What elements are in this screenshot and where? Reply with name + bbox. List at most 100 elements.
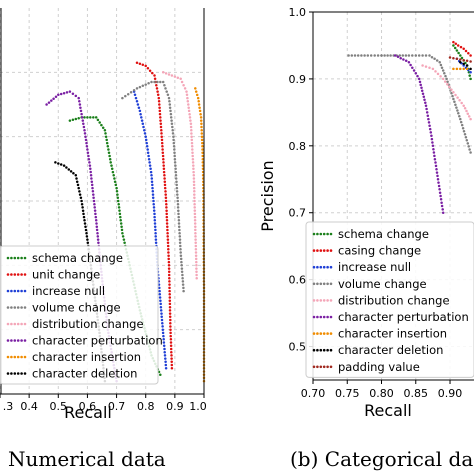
panel-a-series-3-point: [161, 80, 165, 84]
panel-a-series-5-point: [91, 190, 95, 193]
panel-a-series-0-point: [122, 238, 126, 241]
categorical-data-panel: 0.70 0.75 0.80 0.85 0.90 0.50.60.70.80.91.0 …: [258, 6, 474, 471]
panel-a-legend-marker: [16, 273, 20, 276]
panel-a-series-3-point: [178, 238, 182, 241]
panel-b-series-5-point: [425, 107, 428, 111]
panel-a-series-1-point: [167, 260, 171, 264]
panel-a-series-0-point: [115, 190, 119, 193]
panel-a-series-3-point: [182, 289, 185, 293]
panel-a-series-1-point: [169, 338, 173, 341]
panel-b-series-6-point: [452, 67, 455, 71]
panel-b-series-5-point: [428, 127, 432, 131]
panel-b-legend-marker: [319, 365, 323, 369]
panel-b-series-5-point: [429, 131, 433, 134]
panel-a-series-5-point: [92, 199, 96, 203]
panel-b-series-5-point: [441, 208, 444, 211]
panel-a-series-7-point: [74, 174, 78, 177]
panel-b-series-7-point: [459, 60, 462, 64]
panel-a-series-1-point: [167, 267, 171, 270]
panel-a-legend-entry: unit change: [32, 268, 100, 282]
panel-b-series-0-point: [452, 44, 455, 47]
panel-a-series-3-point: [179, 244, 182, 248]
panel-a-series-3-point: [180, 267, 184, 270]
panel-b-legend-marker: [316, 348, 319, 352]
panel-a-series-0-point: [119, 222, 123, 225]
panel-b-series-3-point: [455, 106, 458, 109]
panel-b-series-8-point: [455, 57, 459, 61]
panel-a-series-4-point: [170, 74, 174, 77]
panel-a-series-2-point: [153, 212, 156, 216]
panel-b-legend-marker: [326, 315, 329, 319]
panel-a-series-1-point: [161, 145, 164, 148]
panel-a-series-4-point: [192, 170, 195, 174]
panel-a-series-5-point: [85, 145, 89, 148]
panel-a-series-7-point: [54, 161, 57, 164]
panel-a-series-4-point: [182, 83, 185, 87]
panel-b-series-8-point: [465, 59, 469, 63]
panel-a-series-4-point: [192, 174, 196, 177]
panel-a-series-4-point: [190, 141, 194, 145]
panel-a-x-tick-label: 0.9: [166, 400, 184, 413]
panel-a-series-2-point: [154, 238, 158, 241]
panel-a-series-5-point: [71, 92, 75, 96]
panel-b-legend-marker: [312, 315, 316, 319]
panel-b-y-tick-label: 0.7: [289, 207, 307, 220]
panel-a-legend-marker: [6, 372, 10, 375]
panel-a-series-4-point: [180, 80, 184, 84]
panel-a-series-3-point: [181, 276, 184, 280]
panel-a-legend-marker: [10, 273, 13, 276]
panel-b-legend-marker: [329, 232, 333, 236]
panel-b-series-1-point: [454, 42, 458, 46]
panel-a-series-4-point: [190, 138, 194, 142]
panel-b-series-3-point: [430, 55, 434, 59]
panel-a-series-6-point: [198, 109, 202, 113]
panel-a-series-2-point: [143, 132, 147, 135]
panel-a-series-1-point: [158, 106, 161, 109]
panel-b-series-3-point: [459, 117, 462, 121]
panel-a-series-4-point: [193, 212, 197, 216]
panel-b-series-4-point: [434, 70, 437, 73]
panel-b-series-5-point: [430, 134, 433, 138]
panel-a-series-3-point: [138, 85, 142, 89]
panel-a-series-0-point: [120, 225, 123, 228]
panel-a-series-1-point: [166, 231, 169, 235]
panel-a-series-1-point: [169, 344, 173, 348]
panel-a-series-4-point: [191, 157, 195, 161]
panel-a-series-3-point: [172, 135, 175, 138]
panel-a-series-1-point: [155, 83, 158, 87]
panel-a-series-0-point: [121, 235, 125, 238]
panel-b-series-3-point: [441, 69, 445, 72]
panel-a-series-1-point: [165, 202, 168, 206]
panel-a-series-3-point: [163, 83, 166, 87]
panel-a-series-3-point: [177, 222, 181, 225]
panel-b-series-3-point: [465, 139, 469, 142]
panel-b-legend-marker: [322, 249, 326, 252]
panel-a-series-1-point: [163, 177, 166, 180]
panel-b-series-3-point: [421, 54, 424, 57]
panel-a-series-2-point: [140, 116, 143, 119]
panel-b-series-3-point: [401, 54, 405, 57]
panel-a-legend-marker: [6, 355, 10, 359]
panel-a-series-3-point: [180, 260, 183, 264]
panel-a-series-0-point: [115, 186, 118, 190]
panel-a-series-7-point: [75, 177, 78, 180]
panel-a-series-2-point: [139, 112, 142, 116]
panel-a-series-5-point: [83, 132, 87, 135]
panel-a-series-5-point: [94, 212, 97, 216]
panel-b-series-3-point: [398, 54, 402, 57]
panel-a-series-1-point: [169, 347, 173, 351]
panel-b-series-5-point: [434, 161, 437, 164]
panel-a-series-4-point: [194, 254, 198, 257]
panel-a-series-6-point: [201, 141, 204, 145]
panel-a-series-4-point: [190, 145, 194, 148]
panel-a-series-1-point: [168, 276, 171, 280]
panel-a-series-1-point: [162, 157, 165, 161]
panel-a-series-5-point: [65, 91, 69, 94]
panel-a-series-0-point: [159, 373, 162, 376]
panel-b-series-5-point: [432, 147, 435, 151]
panel-b-series-1-point: [469, 54, 472, 57]
panel-a-series-3-point: [174, 164, 177, 167]
panel-a-series-5-point: [84, 138, 88, 142]
panel-a-series-3-point: [173, 157, 177, 161]
panel-b-series-3-point: [462, 129, 466, 133]
